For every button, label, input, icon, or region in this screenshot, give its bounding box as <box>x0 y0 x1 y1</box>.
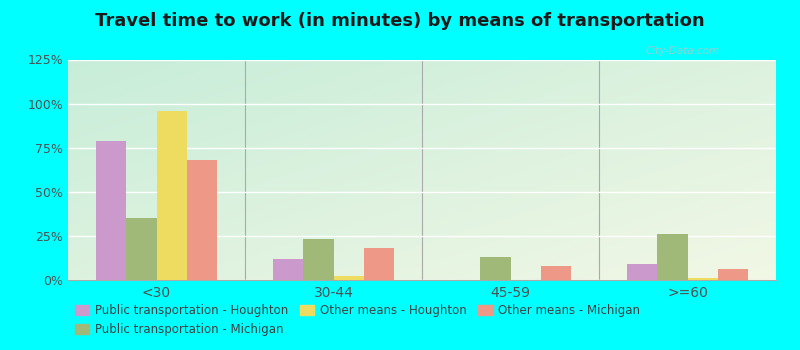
Bar <box>627 264 658 280</box>
Bar <box>687 278 718 280</box>
Bar <box>96 141 126 280</box>
Bar <box>718 270 748 280</box>
Bar <box>363 248 394 280</box>
Text: Travel time to work (in minutes) by means of transportation: Travel time to work (in minutes) by mean… <box>95 12 705 30</box>
Text: City-Data.com: City-Data.com <box>646 46 720 56</box>
Bar <box>541 266 570 280</box>
Bar <box>334 276 363 280</box>
Bar <box>303 239 334 280</box>
Bar <box>481 257 510 280</box>
Bar <box>186 160 217 280</box>
Legend: Public transportation - Houghton, Public transportation - Michigan, Other means : Public transportation - Houghton, Public… <box>70 299 645 341</box>
Bar <box>157 111 186 280</box>
Bar <box>126 218 157 280</box>
Bar <box>658 234 687 280</box>
Bar <box>274 259 303 280</box>
